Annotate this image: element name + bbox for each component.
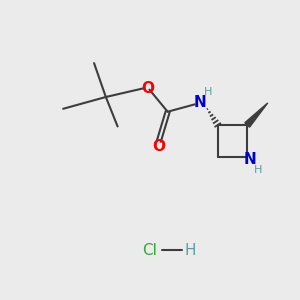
Text: N: N: [244, 152, 256, 167]
Text: N: N: [194, 95, 206, 110]
Text: O: O: [152, 139, 165, 154]
Text: H: H: [254, 165, 262, 175]
Text: H: H: [184, 243, 196, 258]
Polygon shape: [245, 103, 268, 127]
Text: O: O: [141, 81, 154, 96]
Text: Cl: Cl: [142, 243, 158, 258]
Text: H: H: [204, 87, 212, 97]
